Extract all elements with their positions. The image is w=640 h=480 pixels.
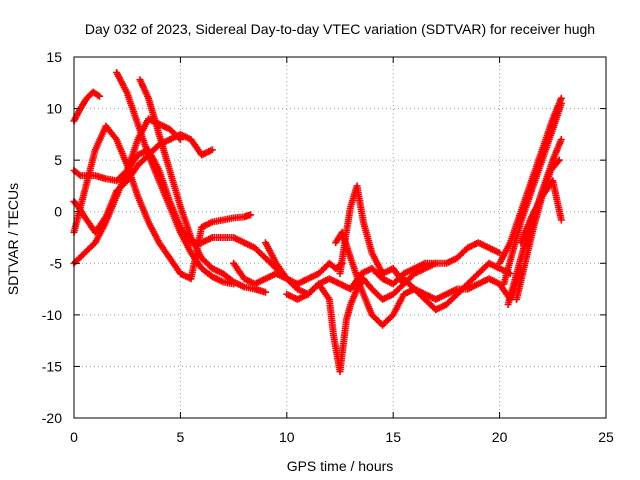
series-track-7	[136, 76, 269, 296]
chart-title: Day 032 of 2023, Sidereal Day-to-day VTE…	[85, 21, 595, 37]
x-tick-label: 5	[177, 429, 185, 445]
data-markers	[70, 69, 565, 376]
y-axis-label: SDTVAR / TECUs	[5, 183, 21, 295]
series-track-8	[230, 259, 346, 288]
marker-trail	[230, 259, 346, 288]
y-tick-label: 5	[54, 152, 62, 168]
marker-trail	[500, 99, 565, 288]
y-tick-label: -20	[42, 410, 62, 426]
y-tick-label: 15	[46, 49, 62, 65]
grid-lines	[74, 57, 606, 418]
marker-trail	[517, 177, 565, 247]
axis-ticks: 0 5 10 15 20 25 -20 -15 -10 -5 0 5 10 15	[42, 49, 614, 445]
y-tick-label: 0	[54, 204, 62, 220]
series-track-18	[517, 177, 565, 247]
y-tick-label: -5	[50, 255, 63, 271]
marker-trail	[113, 69, 238, 288]
series-track-6	[113, 69, 238, 288]
plot-border	[73, 56, 607, 419]
y-tick-label: -10	[42, 307, 62, 323]
y-tick-label: -15	[42, 358, 62, 374]
x-tick-label: 25	[598, 429, 614, 445]
x-tick-label: 20	[492, 429, 508, 445]
x-tick-label: 15	[385, 429, 401, 445]
series-track-15	[500, 99, 565, 288]
y-tick-label: 10	[46, 101, 62, 117]
x-tick-label: 10	[279, 429, 295, 445]
x-axis-label: GPS time / hours	[287, 458, 394, 474]
x-tick-label: 0	[70, 429, 78, 445]
marker-trail	[136, 76, 269, 296]
